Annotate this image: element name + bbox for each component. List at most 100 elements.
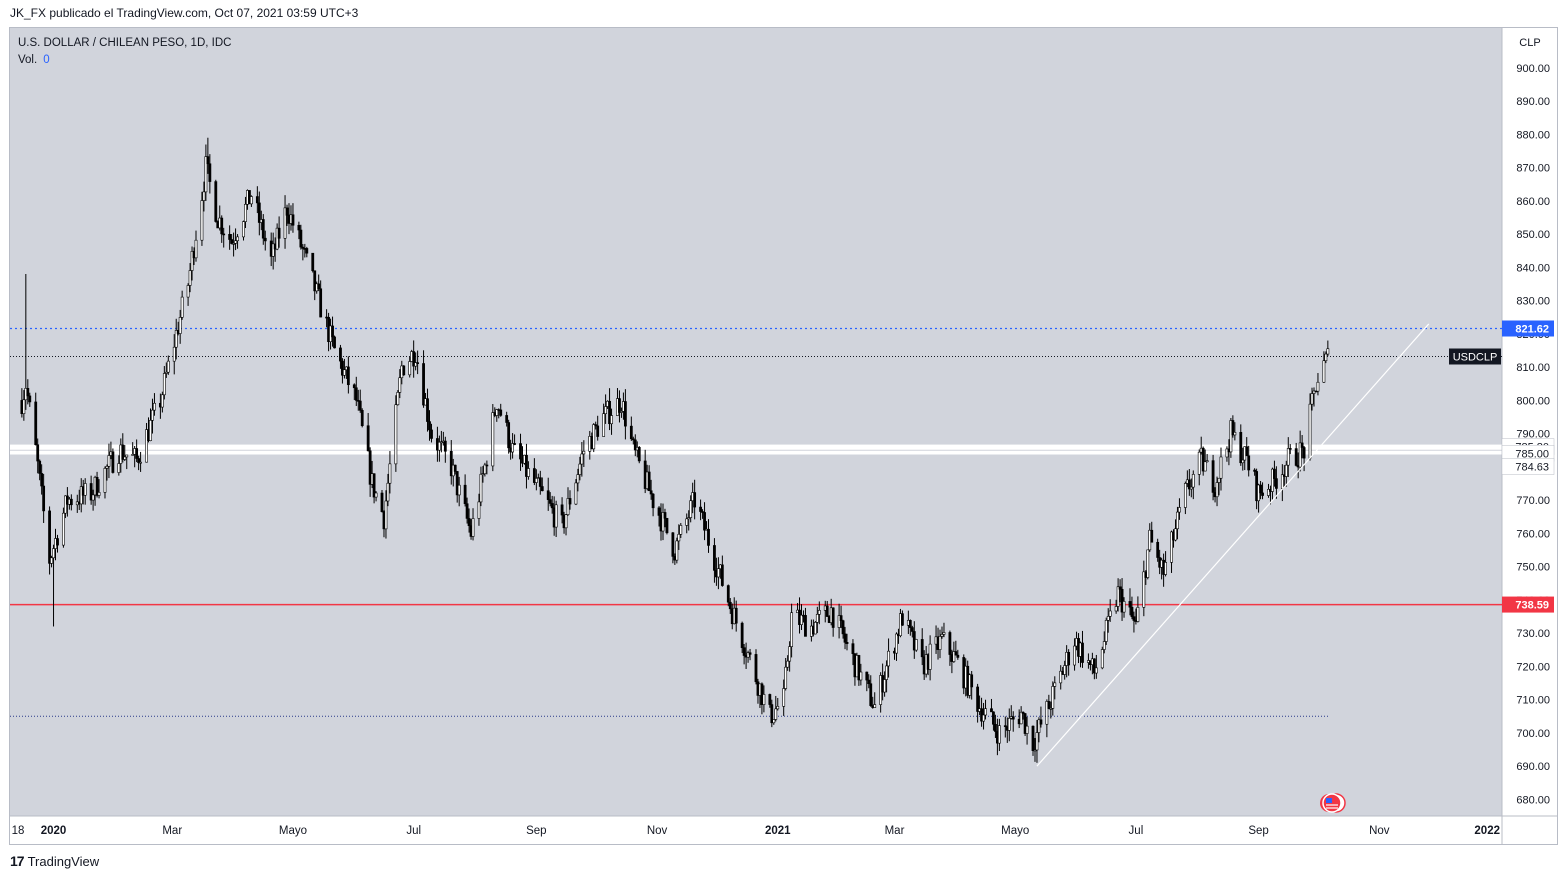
- candle-body[interactable]: [804, 615, 807, 637]
- candle-body[interactable]: [651, 493, 655, 509]
- candle-body[interactable]: [1081, 642, 1084, 663]
- candle-body[interactable]: [166, 360, 170, 373]
- candle-body[interactable]: [713, 545, 716, 571]
- candle-body[interactable]: [443, 440, 447, 452]
- symbol-legend[interactable]: U.S. DOLLAR / CHILEAN PESO, 1D, IDC: [18, 37, 231, 49]
- candle-body[interactable]: [1324, 353, 1328, 362]
- candle-body[interactable]: [188, 270, 192, 286]
- candle-body[interactable]: [560, 504, 564, 516]
- candle-body[interactable]: [230, 239, 234, 244]
- candle-body[interactable]: [548, 499, 552, 504]
- time-axis-background[interactable]: [10, 816, 1502, 844]
- candle-body[interactable]: [948, 632, 952, 655]
- candle-body[interactable]: [1045, 701, 1049, 725]
- candle-body[interactable]: [180, 296, 184, 318]
- candle-body[interactable]: [34, 401, 38, 446]
- candle-body[interactable]: [1187, 479, 1191, 490]
- candle-body[interactable]: [228, 234, 232, 240]
- candle-body[interactable]: [107, 455, 111, 467]
- candle-body[interactable]: [483, 464, 487, 475]
- candle-body[interactable]: [1108, 610, 1112, 617]
- candle-body[interactable]: [1051, 686, 1055, 709]
- candle-body[interactable]: [661, 512, 665, 532]
- candle-body[interactable]: [1247, 455, 1251, 471]
- candle-body[interactable]: [463, 484, 467, 505]
- candle-body[interactable]: [186, 285, 190, 298]
- candle-body[interactable]: [716, 568, 720, 578]
- candle-body[interactable]: [145, 429, 148, 463]
- candle-body[interactable]: [997, 725, 1001, 744]
- candle-body[interactable]: [685, 518, 689, 526]
- candle-body[interactable]: [578, 463, 582, 475]
- candle-body[interactable]: [532, 468, 536, 483]
- candle-body[interactable]: [942, 632, 946, 635]
- candle-body[interactable]: [841, 620, 845, 635]
- candle-body[interactable]: [540, 486, 544, 492]
- candle-body[interactable]: [908, 620, 912, 628]
- candle-body[interactable]: [160, 394, 164, 408]
- candle-body[interactable]: [1322, 360, 1326, 383]
- candle-body[interactable]: [1114, 606, 1118, 612]
- candle-body[interactable]: [1035, 732, 1039, 751]
- candle-body[interactable]: [1253, 469, 1257, 472]
- candle-body[interactable]: [938, 636, 942, 650]
- candle-body[interactable]: [467, 518, 471, 527]
- candle-body[interactable]: [1047, 701, 1051, 709]
- candle-body[interactable]: [455, 471, 459, 496]
- candle-body[interactable]: [679, 525, 683, 535]
- ascending-trendline[interactable]: [1036, 323, 1430, 767]
- candle-body[interactable]: [1039, 719, 1043, 725]
- candle-body[interactable]: [135, 448, 139, 459]
- candle-body[interactable]: [428, 421, 431, 431]
- candle-body[interactable]: [1275, 478, 1278, 489]
- candle-body[interactable]: [1150, 529, 1154, 543]
- candle-body[interactable]: [1308, 403, 1312, 459]
- candle-body[interactable]: [477, 501, 481, 519]
- candle-body[interactable]: [633, 439, 637, 451]
- candle-body[interactable]: [204, 156, 208, 193]
- candle-body[interactable]: [851, 643, 855, 655]
- candle-body[interactable]: [940, 634, 944, 637]
- candle-body[interactable]: [153, 402, 156, 411]
- candle-body[interactable]: [465, 503, 469, 519]
- candle-body[interactable]: [554, 504, 558, 528]
- candle-body[interactable]: [396, 392, 400, 406]
- candle-body[interactable]: [984, 708, 987, 716]
- candle-body[interactable]: [236, 236, 239, 242]
- candle-body[interactable]: [346, 366, 350, 386]
- candle-body[interactable]: [992, 711, 995, 725]
- candle-body[interactable]: [1233, 432, 1237, 436]
- candle-body[interactable]: [457, 484, 461, 496]
- price-axis[interactable]: 680.00690.00700.00710.00720.00730.00740.…: [1516, 63, 1550, 806]
- candle-body[interactable]: [608, 400, 611, 425]
- candle-body[interactable]: [928, 643, 932, 670]
- candle-body[interactable]: [214, 181, 218, 222]
- candle-body[interactable]: [97, 492, 101, 496]
- candle-body[interactable]: [437, 441, 441, 451]
- candle-body[interactable]: [952, 651, 956, 662]
- candle-body[interactable]: [380, 492, 384, 513]
- candle-body[interactable]: [121, 444, 125, 460]
- candle-body[interactable]: [538, 477, 542, 487]
- candle-body[interactable]: [594, 424, 598, 427]
- candle-body[interactable]: [1019, 711, 1023, 725]
- candle-body[interactable]: [449, 450, 453, 477]
- candle-body[interactable]: [50, 557, 53, 564]
- candle-body[interactable]: [1094, 667, 1098, 674]
- candle-body[interactable]: [412, 351, 416, 367]
- candle-body[interactable]: [1259, 484, 1262, 494]
- candle-body[interactable]: [42, 485, 46, 512]
- candle-body[interactable]: [1176, 511, 1179, 530]
- candle-body[interactable]: [117, 463, 121, 473]
- candle-body[interactable]: [837, 615, 841, 628]
- candle-body[interactable]: [285, 207, 289, 216]
- candle-body[interactable]: [1170, 531, 1173, 563]
- candle-body[interactable]: [1189, 486, 1193, 490]
- trendline-layer[interactable]: [1036, 323, 1430, 767]
- candle-body[interactable]: [149, 420, 152, 441]
- candle-body[interactable]: [782, 688, 786, 707]
- candle-body[interactable]: [1104, 620, 1108, 642]
- candle-body[interactable]: [1273, 468, 1276, 479]
- candle-body[interactable]: [263, 237, 267, 242]
- candle-body[interactable]: [1229, 420, 1233, 453]
